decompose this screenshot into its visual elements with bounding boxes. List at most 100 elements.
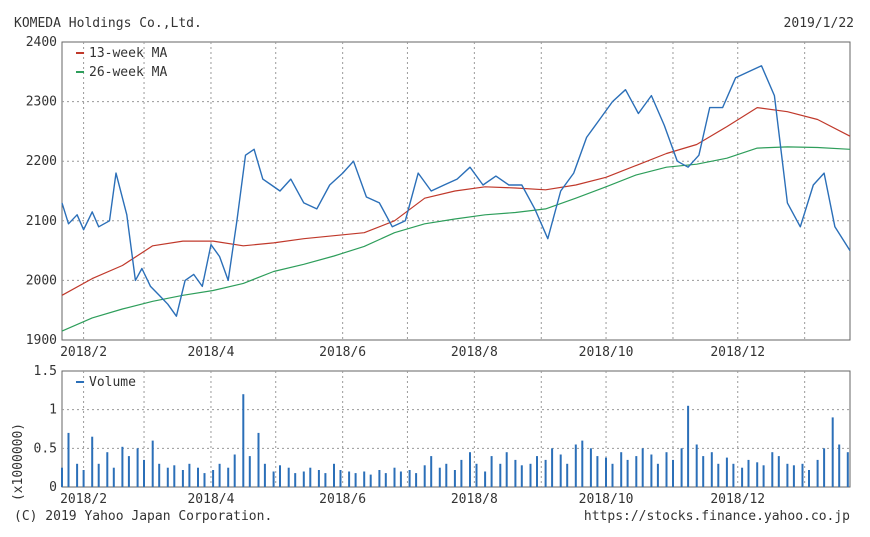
volume-bar	[747, 459, 750, 487]
volume-bar	[181, 470, 184, 487]
volume-bar	[430, 456, 433, 487]
volume-bar	[257, 432, 260, 487]
y-tick-label: 2400	[26, 35, 57, 50]
volume-bar	[801, 463, 804, 487]
volume-bar	[218, 463, 221, 487]
volume-bar	[641, 448, 644, 487]
volume-bar	[589, 448, 592, 487]
y-tick-label: 1	[49, 403, 57, 418]
volume-bar	[188, 463, 191, 487]
volume-bar	[559, 454, 562, 487]
volume-bar	[354, 473, 357, 487]
volume-bar	[212, 470, 215, 487]
volume-bar	[363, 471, 366, 487]
volume-bar	[520, 465, 523, 487]
volume-bar	[294, 473, 297, 487]
volume-bar	[233, 454, 236, 487]
y-tick-label: 0.5	[34, 441, 57, 456]
volume-bar	[756, 462, 759, 487]
y-tick-label: 0	[49, 480, 57, 495]
x-tick-label: 2018/12	[710, 345, 765, 360]
volume-bar	[143, 459, 145, 487]
volume-bar	[484, 471, 487, 487]
price-y-ticks: 1900 2000 2100 2200 2300 2400	[26, 35, 57, 348]
price-line	[61, 65, 851, 317]
volume-bar	[423, 465, 426, 487]
volume-bar	[263, 463, 266, 487]
volume-bar	[324, 473, 327, 487]
volume-y-axis-label: (x1000000)	[11, 423, 26, 501]
y-tick-label: 2000	[26, 273, 57, 288]
volume-bar	[203, 473, 206, 487]
y-tick-label: 1.5	[34, 364, 57, 379]
volume-bar	[490, 456, 493, 487]
y-tick-label: 2100	[26, 214, 57, 229]
price-grid	[62, 42, 850, 340]
volume-bar	[469, 452, 471, 487]
volume-bar	[151, 440, 154, 487]
volume-bar	[445, 463, 448, 487]
source-url[interactable]: https://stocks.finance.yahoo.co.jp	[583, 509, 850, 524]
volume-bar	[166, 467, 169, 487]
volume-bar	[620, 452, 623, 487]
volume-bar	[680, 448, 683, 487]
x-tick-label: 2018/12	[710, 492, 765, 507]
volume-bar	[369, 474, 372, 487]
volume-bar	[197, 467, 199, 487]
volume-bar	[415, 473, 418, 487]
legend-label-ma26: 26-week MA	[89, 65, 167, 80]
volume-bar	[279, 465, 281, 487]
volume-bar	[611, 463, 614, 487]
volume-bar	[831, 417, 834, 487]
volume-bar	[97, 463, 100, 487]
volume-bar	[672, 459, 674, 487]
ma26-line	[61, 146, 851, 332]
volume-bar	[650, 454, 653, 487]
volume-bar	[317, 470, 320, 487]
volume-bar	[82, 470, 85, 487]
volume-bar	[544, 459, 547, 487]
volume-bar	[67, 432, 70, 487]
volume-bar	[838, 444, 841, 487]
volume-bar	[710, 452, 713, 487]
volume-bar	[695, 444, 698, 487]
volume-bar	[408, 470, 411, 487]
volume-bar	[173, 465, 176, 487]
volume-x-ticks: 2018/2 2018/4 2018/6 2018/8 2018/10 2018/12	[60, 492, 765, 507]
volume-bar	[823, 448, 826, 487]
volume-bar	[596, 456, 599, 487]
volume-bar	[76, 463, 79, 487]
volume-bar	[566, 463, 569, 487]
x-tick-label: 2018/2	[60, 492, 107, 507]
x-tick-label: 2018/4	[187, 492, 234, 507]
volume-bar	[333, 463, 335, 487]
volume-bar	[665, 452, 668, 487]
volume-bar	[505, 452, 508, 487]
volume-bar	[529, 463, 532, 487]
volume-bar	[574, 444, 577, 487]
volume-bar	[127, 456, 130, 487]
volume-bar	[158, 463, 161, 487]
volume-legend: Volume	[76, 375, 136, 390]
volume-bar	[717, 463, 720, 487]
volume-bar	[777, 456, 780, 487]
volume-bar	[112, 467, 115, 487]
volume-bar	[475, 463, 478, 487]
volume-bar	[741, 467, 744, 487]
volume-bar	[348, 471, 351, 487]
ma13-line	[61, 106, 851, 296]
volume-bar	[702, 456, 705, 487]
volume-y-ticks: 0 0.5 1 1.5	[34, 364, 57, 495]
company-title: KOMEDA Holdings Co.,Ltd.	[14, 16, 202, 31]
volume-bar	[136, 448, 139, 487]
volume-bar	[453, 470, 456, 487]
volume-bar	[287, 467, 290, 487]
price-x-ticks: 2018/2 2018/4 2018/6 2018/8 2018/10 2018/12	[60, 345, 765, 360]
volume-bar	[248, 456, 251, 487]
volume-bar	[339, 470, 342, 487]
x-tick-label: 2018/6	[319, 492, 366, 507]
volume-bar	[272, 471, 275, 487]
volume-bar	[106, 452, 109, 487]
